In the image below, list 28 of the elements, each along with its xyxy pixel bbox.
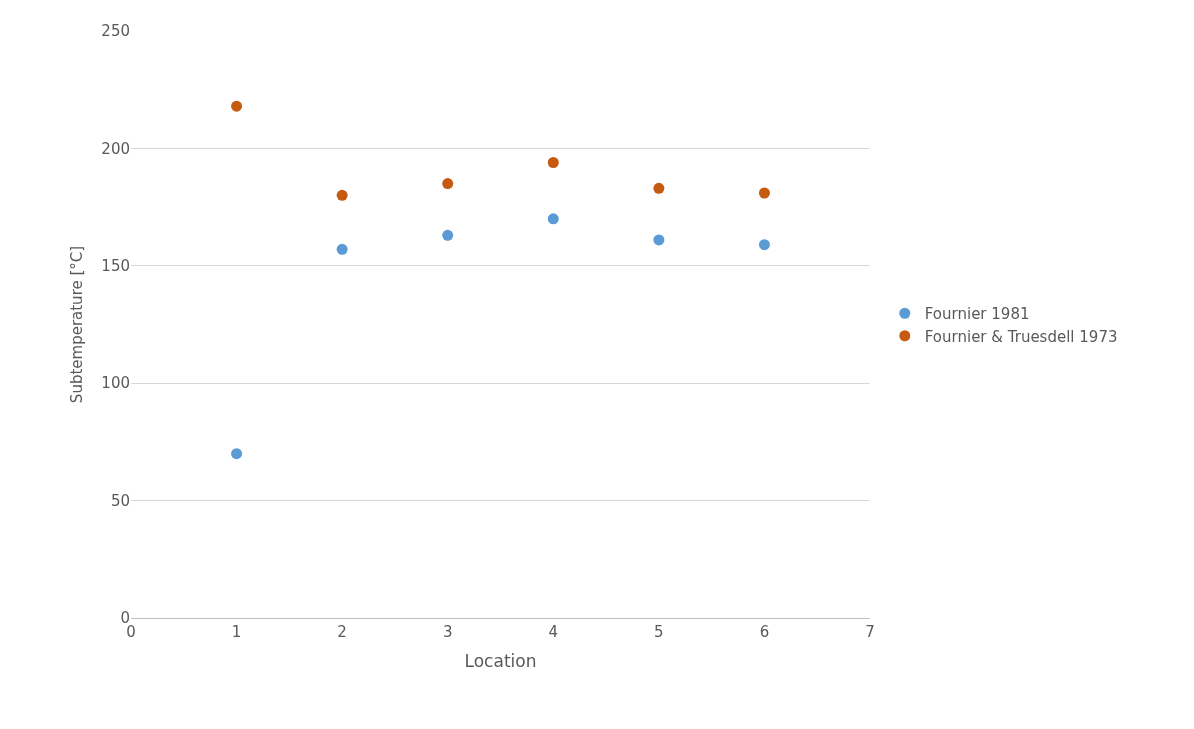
point <box>758 239 770 251</box>
x-tick-label: 7 <box>865 623 875 641</box>
point <box>231 448 243 460</box>
y-tick-label: 50 <box>110 491 130 510</box>
x-tick-label: 2 <box>337 623 347 641</box>
point <box>653 182 665 194</box>
y-tick-label: 250 <box>101 22 130 41</box>
point <box>336 189 348 201</box>
point <box>442 178 454 190</box>
point <box>231 100 243 112</box>
y-tick-label: 150 <box>101 257 130 276</box>
point <box>336 243 348 255</box>
x-tick-label: 3 <box>442 623 453 641</box>
point <box>653 234 665 246</box>
x-tick-label: 4 <box>548 623 559 641</box>
x-tick-label: 1 <box>231 623 242 641</box>
y-tick-label: 100 <box>101 374 130 393</box>
legend-label: Fournier 1981 <box>924 305 1030 324</box>
point <box>758 187 770 199</box>
y-tick-label: 200 <box>101 139 130 158</box>
y-axis-title: Subtemperature [°C] <box>67 245 86 404</box>
point <box>547 156 559 168</box>
x-tick-label: 5 <box>654 623 664 641</box>
point <box>442 229 454 241</box>
point <box>547 213 559 225</box>
x-axis-title: Location <box>464 651 537 672</box>
legend-label: Fournier & Truesdell 1973 <box>924 327 1118 346</box>
x-tick-label: 6 <box>759 623 770 641</box>
